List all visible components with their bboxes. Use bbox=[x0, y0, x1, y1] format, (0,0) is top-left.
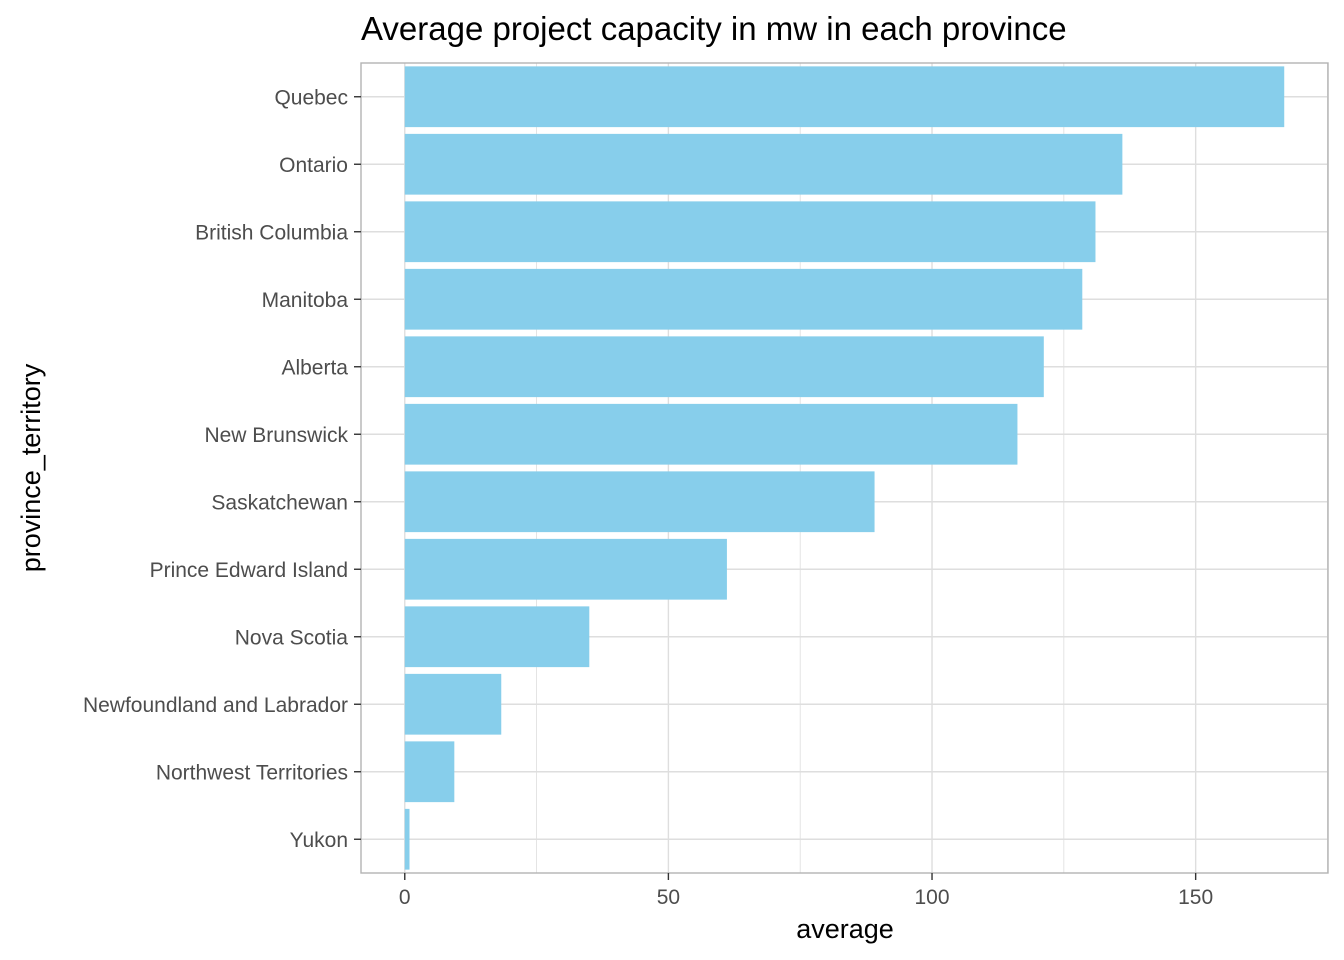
x-tick-label: 0 bbox=[399, 886, 411, 909]
panel-border bbox=[360, 62, 1329, 874]
y-tick-label: Alberta bbox=[281, 356, 348, 379]
bar-manitoba bbox=[404, 268, 1083, 330]
y-tick-label: Prince Edward Island bbox=[150, 559, 348, 582]
y-tick-label: Quebec bbox=[274, 86, 348, 109]
x-tick-label: 50 bbox=[657, 886, 680, 909]
y-tick-label: Ontario bbox=[279, 154, 348, 177]
bar-yukon bbox=[404, 808, 410, 870]
y-tick-label: Manitoba bbox=[262, 289, 349, 312]
bar-ontario bbox=[404, 133, 1123, 195]
bar-quebec bbox=[404, 66, 1285, 128]
panel-background bbox=[361, 63, 1328, 873]
bar-prince-edward-island bbox=[404, 538, 727, 600]
bar-british-columbia bbox=[404, 201, 1096, 263]
bar-northwest-territories bbox=[404, 741, 455, 803]
x-tick-label: 150 bbox=[1178, 886, 1213, 909]
y-tick-label: Yukon bbox=[290, 829, 348, 852]
x-tick-label: 100 bbox=[915, 886, 950, 909]
bars bbox=[404, 66, 1285, 870]
bar-alberta bbox=[404, 336, 1044, 398]
y-tick-label: New Brunswick bbox=[204, 424, 348, 447]
y-axis: Quebec Ontario British Columbia Manitoba Alb… bbox=[83, 86, 361, 852]
chart-title: Average project capacity in mw in each p… bbox=[361, 10, 1067, 47]
y-tick-label: Saskatchewan bbox=[211, 491, 348, 514]
y-tick-label: Newfoundland and Labrador bbox=[83, 694, 348, 717]
plot-panel bbox=[361, 63, 1328, 873]
bar-nova-scotia bbox=[404, 606, 590, 668]
y-tick-label: Nova Scotia bbox=[235, 626, 349, 649]
y-tick-label: British Columbia bbox=[195, 221, 348, 244]
x-axis-title: average bbox=[796, 914, 894, 944]
bar-new-brunswick bbox=[404, 403, 1018, 465]
y-tick-label: Northwest Territories bbox=[156, 761, 348, 784]
bar-saskatchewan bbox=[404, 471, 875, 533]
bar-newfoundland-and-labrador bbox=[404, 673, 502, 735]
x-axis: 0 50 100 150 bbox=[399, 873, 1213, 909]
y-axis-title: province_territory bbox=[16, 363, 46, 572]
